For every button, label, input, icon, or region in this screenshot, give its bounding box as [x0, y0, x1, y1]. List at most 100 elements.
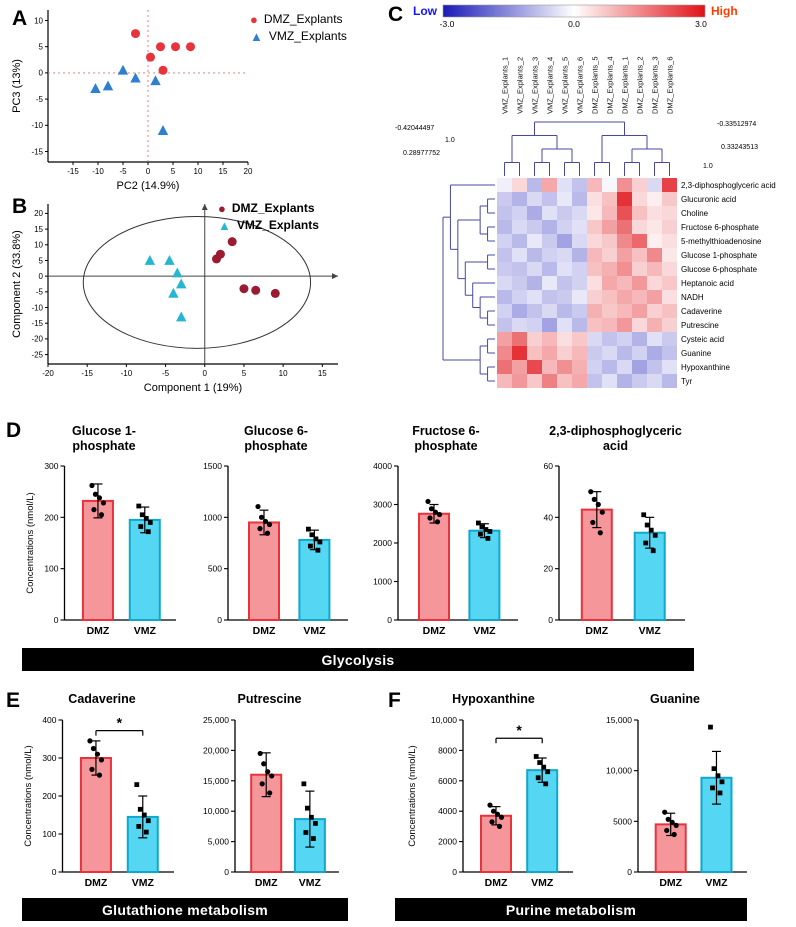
- svg-text:-15: -15: [67, 167, 79, 176]
- svg-text:Low: Low: [413, 4, 438, 18]
- svg-text:DMZ_Explants_4: DMZ_Explants_4: [606, 56, 615, 114]
- svg-text:300: 300: [44, 461, 58, 471]
- chart-title: Putrescine: [237, 692, 302, 706]
- svg-text:5: 5: [171, 167, 176, 176]
- panel-label-c: C: [388, 3, 404, 26]
- svg-text:DMZ_Explants_1: DMZ_Explants_1: [621, 56, 630, 114]
- svg-text:DMZ: DMZ: [85, 877, 108, 889]
- svg-text:5: 5: [39, 256, 44, 265]
- svg-text:Heptanoic acid: Heptanoic acid: [681, 279, 734, 288]
- svg-text:15,000: 15,000: [203, 776, 229, 786]
- legend-item-dmz: ● DMZ_Explants: [250, 12, 347, 26]
- panel-label-a: A: [12, 7, 28, 30]
- svg-text:0: 0: [39, 69, 44, 78]
- putrescine-canvas: 0 5,000 10,000 15,000 20,000 25,000 DMZ VMZ: [203, 715, 339, 889]
- svg-text:-5: -5: [162, 369, 170, 378]
- svg-text:NADH: NADH: [681, 293, 704, 302]
- svg-text:*: *: [516, 722, 522, 738]
- svg-text:VMZ: VMZ: [132, 877, 155, 889]
- chart-title: Guanine: [649, 692, 700, 706]
- dpg-canvas: 0 20 40 60 DMZ VMZ: [544, 461, 685, 637]
- chart-title: Hypoxanthine: [452, 692, 535, 706]
- panel-label-d: D: [6, 419, 22, 442]
- glucose1p-chart: Glucose 1- phosphate 0 100 200 300 Concentra…: [24, 424, 184, 644]
- chart-title: Cadaverine: [68, 692, 136, 706]
- svg-text:5-methylthioadenosine: 5-methylthioadenosine: [681, 237, 762, 246]
- svg-text:-10: -10: [31, 303, 43, 312]
- guanine-canvas: 0 5000 10,000 15,000 DMZ VMZ: [606, 715, 747, 889]
- svg-text:0: 0: [387, 615, 392, 625]
- svg-text:5000: 5000: [613, 816, 632, 826]
- svg-text:10: 10: [194, 167, 203, 176]
- svg-text:8000: 8000: [438, 745, 457, 755]
- circle-marker-icon: ●: [218, 200, 226, 216]
- svg-text:DMZ: DMZ: [255, 877, 278, 889]
- svg-text:DMZ_Explants_3: DMZ_Explants_3: [651, 56, 660, 114]
- svg-text:15: 15: [219, 167, 228, 176]
- cadaverine-chart: Cadaverine 0 100 200 300 400 Concentrations (…: [22, 692, 182, 896]
- svg-text:Component 2 (33.8%): Component 2 (33.8%): [11, 230, 23, 338]
- plsda-plot: -25 -20 -15 -10 -5 0 5 10 15 20 -20 -15 -10 -5 0 5 10 15 C…: [10, 196, 350, 396]
- svg-text:6000: 6000: [438, 776, 457, 786]
- svg-text:3.0: 3.0: [695, 19, 707, 29]
- svg-text:10,000: 10,000: [431, 715, 457, 725]
- cadaverine-canvas: 0 100 200 300 400 Concentrations (nmol/L) DMZ V…: [23, 715, 174, 889]
- svg-text:2,3-diphosphoglyceric acid: 2,3-diphosphoglyceric acid: [681, 181, 776, 190]
- svg-text:Concentrations (nmol/L): Concentrations (nmol/L): [23, 745, 34, 846]
- svg-text:-15: -15: [31, 319, 43, 328]
- svg-text:1.0: 1.0: [445, 137, 455, 144]
- svg-text:5: 5: [39, 42, 44, 51]
- dpg-chart: 2,3-diphosphoglyceric acid 0 20 40 60 DMZ VMZ: [538, 424, 693, 644]
- svg-text:Fructose 6-phosphate: Fructose 6-phosphate: [681, 223, 759, 232]
- svg-text:0.28977752: 0.28977752: [403, 150, 440, 157]
- svg-text:VMZ_Explants_1: VMZ_Explants_1: [501, 57, 510, 114]
- plsda-legend: ● DMZ_Explants ▲ VMZ_Explants: [218, 201, 319, 232]
- svg-text:DMZ_Explants_5: DMZ_Explants_5: [591, 56, 600, 114]
- svg-text:Tyr: Tyr: [681, 377, 692, 386]
- svg-text:4000: 4000: [373, 461, 392, 471]
- panel-label-e: E: [6, 689, 21, 712]
- svg-text:100: 100: [44, 564, 58, 574]
- svg-text:Component 1 (19%): Component 1 (19%): [144, 382, 242, 394]
- svg-text:-25: -25: [31, 350, 43, 359]
- svg-text:-10: -10: [92, 167, 104, 176]
- svg-text:10,000: 10,000: [606, 766, 632, 776]
- svg-text:20: 20: [34, 209, 43, 218]
- svg-text:DMZ: DMZ: [585, 625, 608, 637]
- svg-text:20: 20: [544, 564, 554, 574]
- hypoxanthine-canvas: 0 2000 4000 6000 8000 10,000 Concentrations (n…: [407, 715, 573, 889]
- pca-canvas: -15 -10 -5 0 5 10 -15 -10 -5 0 5 10 15 20 PC2 (14.9%) P…: [11, 10, 253, 192]
- svg-text:-15: -15: [31, 147, 43, 156]
- svg-text:0: 0: [627, 867, 632, 877]
- svg-text:VMZ: VMZ: [705, 877, 728, 889]
- svg-text:200: 200: [42, 791, 56, 801]
- svg-text:*: *: [117, 715, 123, 731]
- svg-text:Cadaverine: Cadaverine: [681, 307, 722, 316]
- svg-text:15: 15: [318, 369, 327, 378]
- chart-title: Glucose 1- phosphate: [72, 424, 136, 453]
- hypoxanthine-chart: Hypoxanthine 0 2000 4000 6000 8000 10,000 Conc…: [406, 692, 581, 896]
- legend-label: DMZ_Explants: [231, 201, 315, 215]
- svg-text:3000: 3000: [373, 500, 392, 510]
- svg-text:Putrescine: Putrescine: [681, 321, 719, 330]
- svg-text:Glucose 6-phosphate: Glucose 6-phosphate: [681, 265, 758, 274]
- legend-item-dmz: ● DMZ_Explants: [218, 201, 319, 215]
- svg-text:VMZ_Explants_5: VMZ_Explants_5: [561, 57, 570, 114]
- svg-text:15,000: 15,000: [606, 715, 632, 725]
- svg-text:VMZ: VMZ: [473, 625, 496, 637]
- svg-text:Concentrations (nmol/L): Concentrations (nmol/L): [25, 492, 36, 593]
- svg-text:0: 0: [54, 615, 59, 625]
- chart-title: Glucose 6- phosphate: [244, 424, 308, 453]
- heatmap-panel: Low High -3.0 0.0 3.0 VMZ_Explants_1 VMZ_Expla…: [385, 0, 796, 400]
- heatmap-canvas: Low High -3.0 0.0 3.0 VMZ_Explants_1 VMZ_Expla…: [395, 4, 776, 388]
- svg-text:DMZ: DMZ: [87, 625, 110, 637]
- guanine-chart: Guanine 0 5000 10,000 15,000 DMZ VMZ: [595, 692, 755, 896]
- svg-text:60: 60: [544, 461, 554, 471]
- svg-text:0: 0: [452, 867, 457, 877]
- purine-banner: Purine metabolism: [395, 898, 747, 921]
- svg-text:-5: -5: [36, 288, 44, 297]
- svg-text:20,000: 20,000: [203, 745, 229, 755]
- svg-text:VMZ: VMZ: [299, 877, 322, 889]
- svg-text:0.0: 0.0: [568, 19, 580, 29]
